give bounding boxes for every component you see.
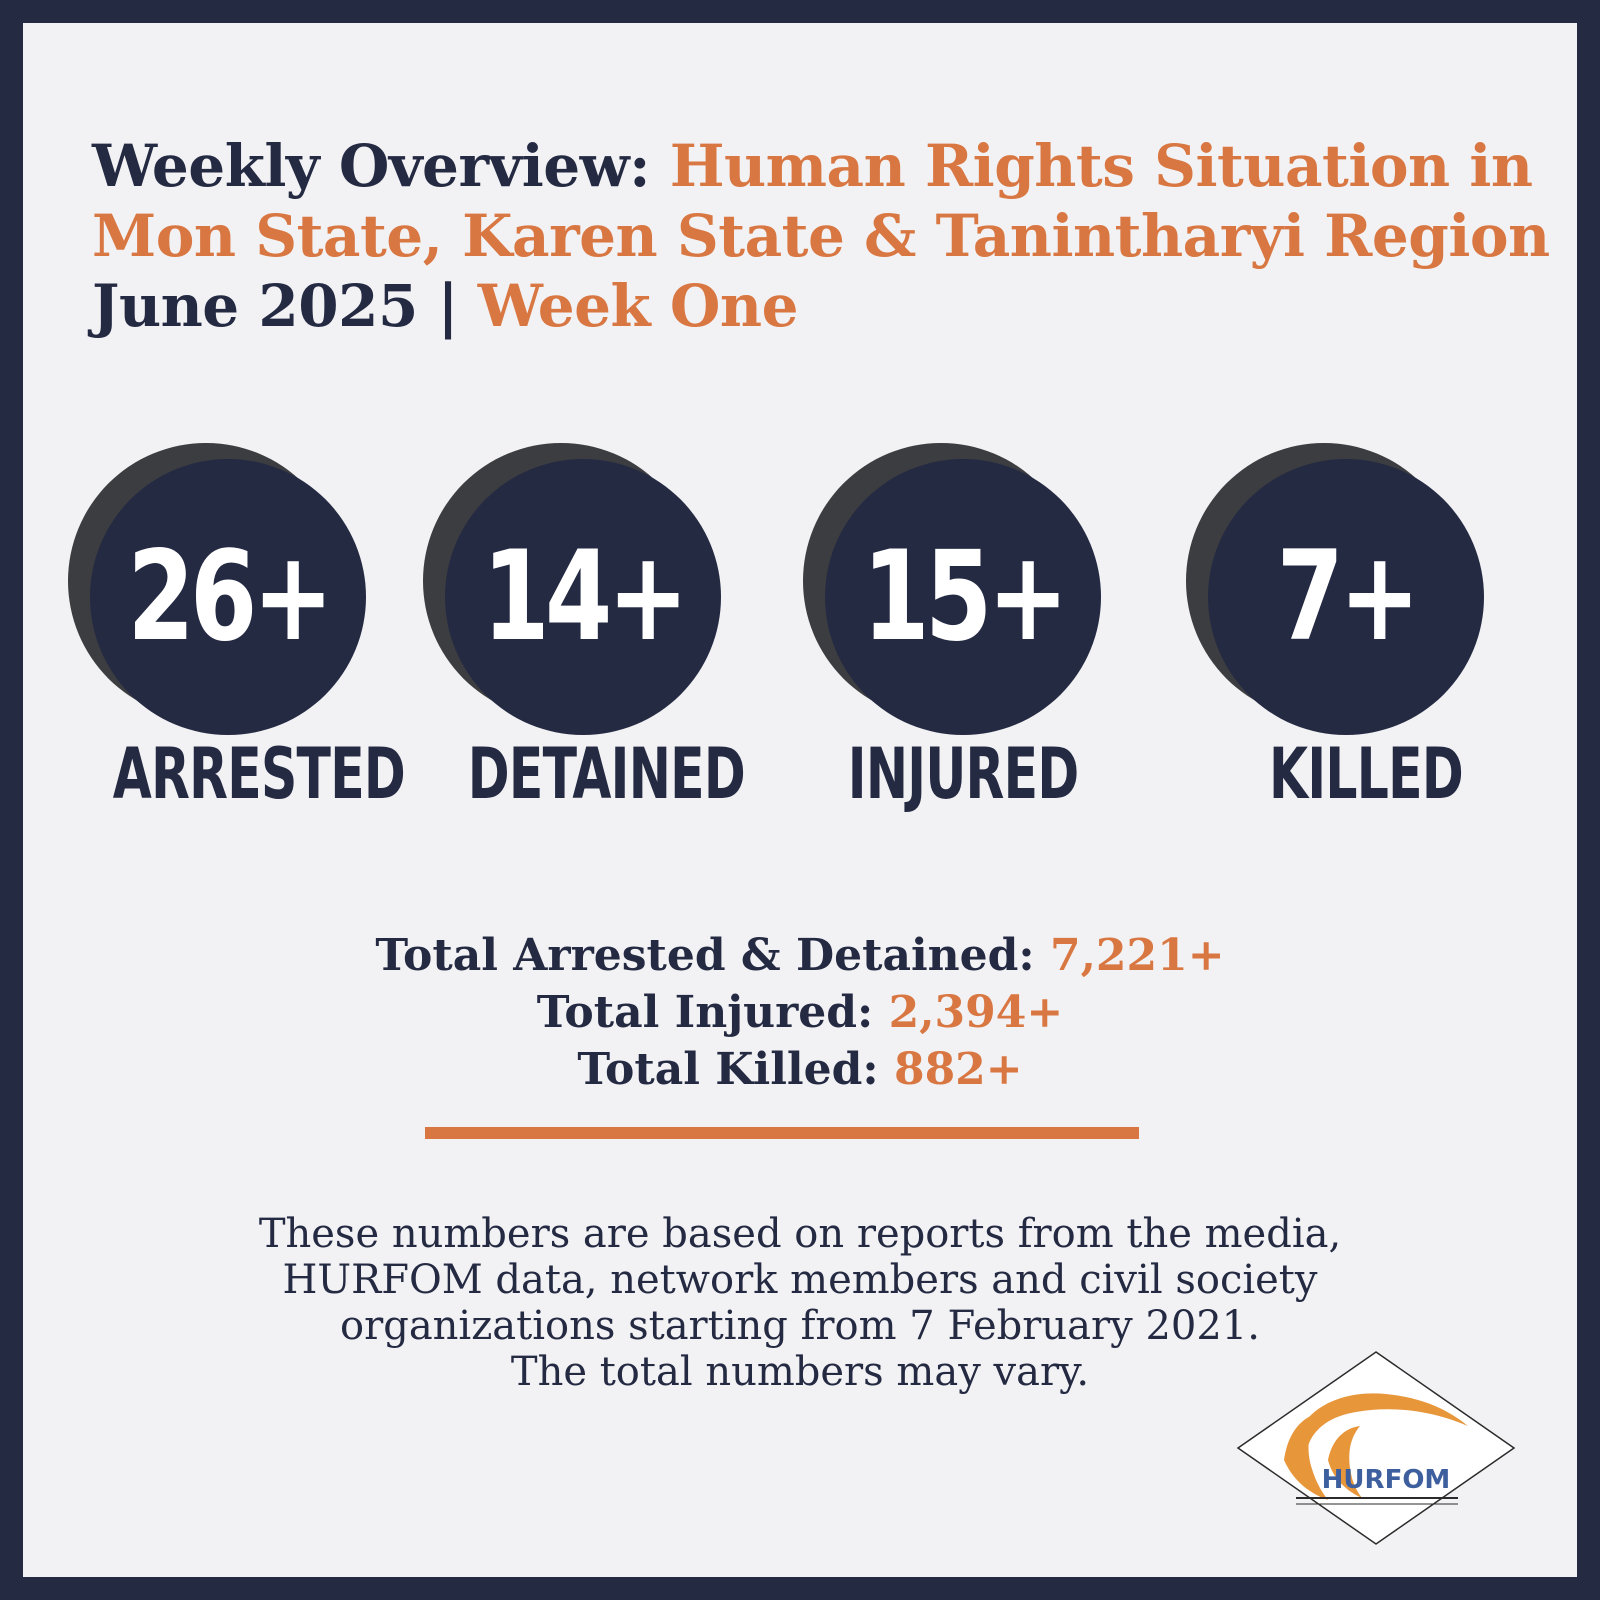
total-value: 2,394+: [888, 987, 1064, 1038]
note-line: These numbers are based on reports from …: [258, 1211, 1342, 1257]
total-arrested-detained: Total Arrested & Detained: 7,221+: [23, 927, 1577, 984]
stat-value: 7+: [1276, 525, 1421, 669]
total-value: 7,221+: [1049, 930, 1225, 981]
stat-arrested: 26+ ARRESTED: [68, 443, 406, 823]
total-killed: Total Killed: 882+: [23, 1041, 1577, 1098]
svg-text:HURFOM: HURFOM: [1322, 1465, 1451, 1495]
total-value: 882+: [893, 1044, 1023, 1095]
note-line: HURFOM data, network members and civil s…: [282, 1257, 1318, 1303]
total-injured: Total Injured: 2,394+: [23, 984, 1577, 1041]
divider: [425, 1127, 1139, 1139]
note-line: organizations starting from 7 February 2…: [340, 1303, 1260, 1349]
stat-value: 14+: [482, 525, 688, 669]
stat-label: INJURED: [847, 733, 1079, 815]
stat-label: ARRESTED: [112, 733, 406, 815]
total-label: Total Arrested & Detained:: [375, 930, 1050, 981]
title-highlight-line2: Mon State, Karen State & Tanintharyi Reg…: [92, 202, 1550, 270]
title-month: June 2025 |: [92, 272, 478, 340]
stat-circle: 26+: [90, 459, 366, 735]
infographic-frame: Weekly Overview: Human Rights Situation …: [23, 23, 1577, 1577]
totals-block: Total Arrested & Detained: 7,221+ Total …: [23, 927, 1577, 1098]
total-label: Total Killed:: [577, 1044, 894, 1095]
stat-value: 26+: [127, 525, 333, 669]
source-note: These numbers are based on reports from …: [23, 1211, 1577, 1395]
title-week: Week One: [477, 272, 799, 340]
title-highlight-line1: Human Rights Situation in: [669, 132, 1533, 200]
stat-detained: 14+ DETAINED: [423, 443, 746, 823]
stat-label: KILLED: [1269, 733, 1464, 815]
hurfom-logo: HURFOM: [1236, 1350, 1516, 1550]
stat-killed: 7+ KILLED: [1186, 443, 1506, 823]
hurfom-logo-icon: HURFOM: [1236, 1351, 1516, 1545]
stat-value: 15+: [862, 525, 1068, 669]
total-label: Total Injured:: [536, 987, 889, 1038]
title-prefix: Weekly Overview:: [92, 132, 670, 200]
page-title: Weekly Overview: Human Rights Situation …: [92, 131, 1572, 341]
stat-circle: 15+: [825, 459, 1101, 735]
stat-circle: 14+: [445, 459, 721, 735]
stat-circle: 7+: [1208, 459, 1484, 735]
note-line: The total numbers may vary.: [510, 1349, 1090, 1395]
stat-injured: 15+ INJURED: [803, 443, 1123, 823]
stat-label: DETAINED: [467, 733, 746, 815]
